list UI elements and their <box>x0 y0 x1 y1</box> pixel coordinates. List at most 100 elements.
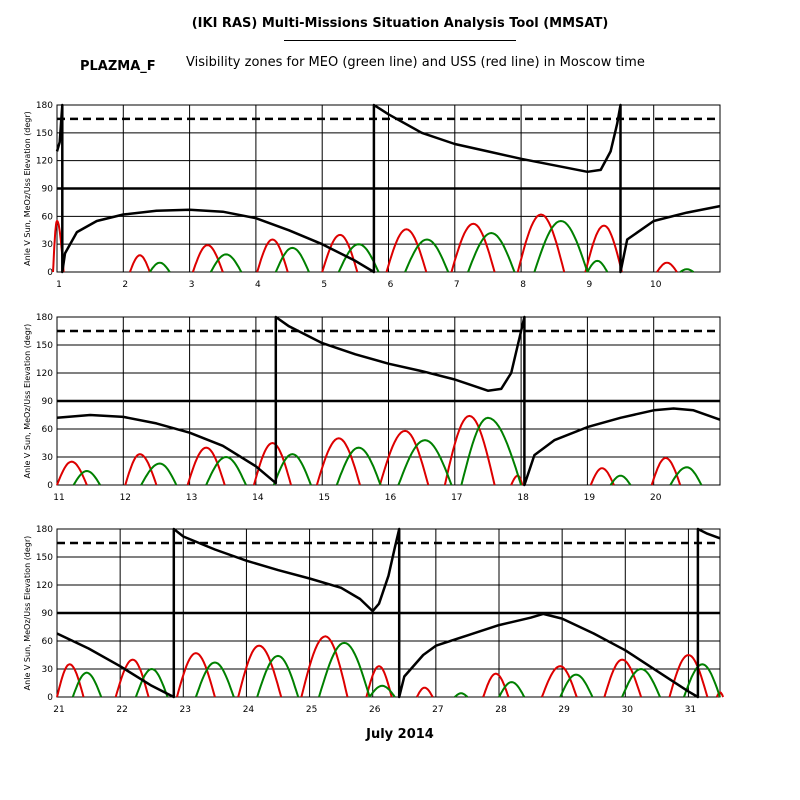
panel-2-sun-angle-line <box>56 315 721 487</box>
panel-3-xtick-label: 30 <box>622 705 634 715</box>
panel-2-ytick-label: 0 <box>47 481 53 491</box>
panel-2-meo-pass <box>460 416 523 486</box>
panel-1-uss-pass <box>584 224 623 273</box>
panel-3-ytick-label: 90 <box>42 609 54 619</box>
panel-1-sun-angle-line <box>55 103 721 274</box>
panel-1-meo-pass <box>274 246 310 273</box>
panel-1-uss-pass <box>656 261 678 273</box>
panel-2-uss-pass <box>650 456 682 486</box>
panel-3-meo-pass <box>368 684 396 698</box>
panel-1-ytick-label: 60 <box>42 212 54 222</box>
panel-3-uss-pass <box>603 658 643 698</box>
panel-3-xtick-label: 22 <box>116 705 127 715</box>
panel-3-xtick-label: 21 <box>53 705 64 715</box>
panel-3-xtick-label: 31 <box>685 705 696 715</box>
panel-3-ytick-label: 150 <box>36 553 53 563</box>
panel-3-meo-pass <box>498 681 526 698</box>
panel-1-xtick-label: 10 <box>650 280 662 290</box>
satellite-name: PLAZMA_F <box>80 59 156 74</box>
panel-1-meo-pass <box>209 253 243 273</box>
panel-2-ytick-label: 90 <box>42 397 54 407</box>
panel-2-meo-pass <box>72 469 101 486</box>
panel-2-uss-pass <box>315 437 361 486</box>
panel-1-xtick-label: 7 <box>454 280 460 290</box>
panel-3-uss-pass <box>668 653 709 698</box>
panel-2-meo-pass <box>335 446 382 486</box>
panel-3-meo-pass <box>683 663 721 698</box>
panel-2-uss-pass <box>443 414 496 486</box>
panel-3-uss-pass <box>176 652 216 698</box>
panel-1-meo-pass <box>679 268 695 273</box>
panel-1-ytick-label: 90 <box>42 185 54 195</box>
panel-1-meo-pass <box>533 219 589 273</box>
panel-3-meo-pass <box>134 667 169 698</box>
panel-1-xtick-label: 8 <box>520 280 526 290</box>
panel-3-meo-pass <box>71 671 103 698</box>
title-underline <box>284 40 516 41</box>
panel-3-meo-pass <box>194 661 235 698</box>
panel-2-ylabel: Anle V Sun, MeOz/Uss Elevation (degr) <box>23 324 32 479</box>
panel-2-uss-pass <box>252 441 292 486</box>
panel-3-ylabel: Anle V Sun, MeOz/Uss Elevation (degr) <box>23 536 32 691</box>
panel-1-meo-pass <box>148 261 171 273</box>
panel-3-ytick-label: 60 <box>42 637 54 647</box>
panel-2-meo-pass <box>609 474 632 486</box>
panel-2-ytick-label: 30 <box>42 453 54 463</box>
panel-2-xtick-label: 15 <box>318 493 329 503</box>
panel-1-ytick-label: 120 <box>36 157 53 167</box>
panel-3-xtick-label: 28 <box>495 705 507 715</box>
panel-2-ytick-label: 60 <box>42 425 54 435</box>
panel-1-uss-pass <box>516 213 566 273</box>
panel-3-xtick-label: 24 <box>243 705 255 715</box>
panel-3-uss-pass <box>365 665 393 698</box>
panel-1-uss-pass <box>450 222 496 273</box>
panel-1-ytick-label: 150 <box>36 129 53 139</box>
panel-2-ytick-label: 150 <box>36 341 53 351</box>
panel-3-uss-pass <box>416 686 434 698</box>
panel-1-xtick-label: 9 <box>587 280 593 290</box>
panel-2-uss-pass <box>589 467 615 486</box>
panel-2-xtick-label: 12 <box>120 493 131 503</box>
panel-2-xtick-label: 19 <box>584 493 596 503</box>
panel-2-xtick-label: 20 <box>650 493 662 503</box>
panel-3-ytick-label: 0 <box>47 693 53 703</box>
panel-3-ytick-label: 120 <box>36 581 53 591</box>
panel-3-xtick-label: 26 <box>369 705 381 715</box>
panel-2-xtick-label: 11 <box>53 493 64 503</box>
panel-2-meo-pass <box>140 462 178 486</box>
panel-1-meo-pass <box>467 231 516 273</box>
panel-2-xtick-label: 17 <box>451 493 462 503</box>
panel-1-xtick-label: 2 <box>122 280 128 290</box>
panel-2-meo-pass <box>272 453 312 486</box>
panel-3-meo-pass <box>454 692 469 698</box>
panel-3-uss-pass <box>540 665 578 698</box>
panel-2-ytick-label: 120 <box>36 369 53 379</box>
panel-3-uss-pass <box>300 635 349 698</box>
panel-3-meo-pass <box>318 641 371 698</box>
panel-2-meo-pass <box>205 455 247 486</box>
panel-1-uss-pass <box>128 254 151 273</box>
panel-1-uss-pass <box>385 228 428 273</box>
panel-3-xtick-label: 27 <box>432 705 443 715</box>
panel-3-ytick-label: 180 <box>36 525 53 535</box>
panel-1-xtick-label: 6 <box>388 280 394 290</box>
panel-2-meo-pass <box>669 466 703 486</box>
panel-1-ytick-label: 180 <box>36 101 53 111</box>
panel-3-xtick-label: 29 <box>558 705 570 715</box>
panel-3-uss-pass <box>715 691 725 698</box>
panel-2-uss-pass <box>378 429 430 486</box>
month-label: July 2014 <box>366 727 434 742</box>
panel-3-xtick-label: 23 <box>180 705 191 715</box>
panel-3-xtick-label: 25 <box>306 705 317 715</box>
figure-title: (IKI RAS) Multi-Missions Situation Analy… <box>191 16 609 31</box>
panel-2-xtick-label: 14 <box>252 493 264 503</box>
panel-3-uss-pass <box>237 644 283 698</box>
panel-3-meo-pass <box>559 673 594 698</box>
panel-1-xtick-label: 1 <box>56 280 62 290</box>
panel-1-xtick-label: 4 <box>255 280 261 290</box>
panel-1-xtick-label: 5 <box>321 280 327 290</box>
panel-1-ylabel: Anle V Sun, MeOz/Uss Elevation (degr) <box>23 111 32 266</box>
panel-2-meo-pass <box>397 439 453 486</box>
